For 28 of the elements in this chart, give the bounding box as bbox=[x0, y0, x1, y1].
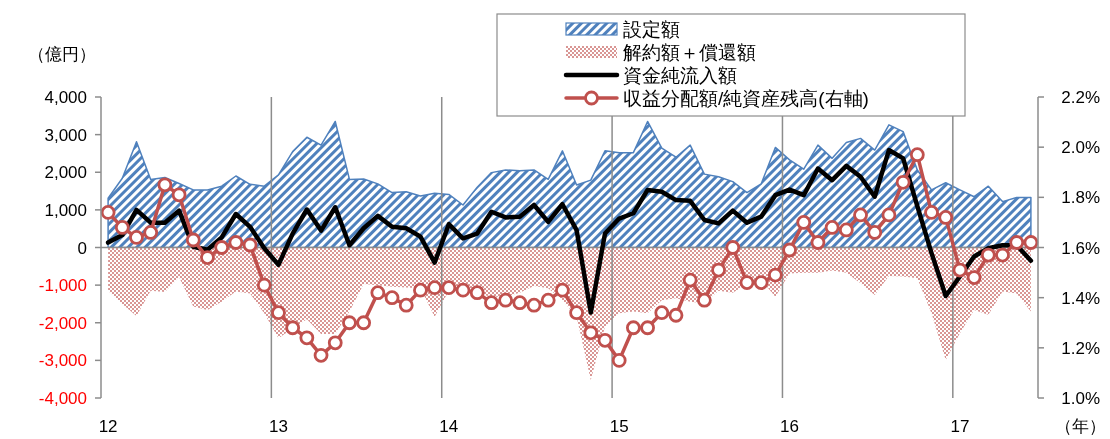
y-tick-label: 0 bbox=[77, 238, 87, 258]
y-tick-label: -3,000 bbox=[38, 351, 87, 371]
y-tick-label: 3,000 bbox=[44, 125, 87, 145]
y2-tick-label: 1.0% bbox=[1061, 389, 1100, 408]
y-tick-label: 1,000 bbox=[44, 200, 87, 220]
x-tick-label: 16 bbox=[780, 417, 800, 436]
y2-tick-label: 2.2% bbox=[1061, 88, 1100, 107]
x-axis-title: （年） bbox=[1055, 417, 1106, 436]
x-tick-label: 12 bbox=[98, 417, 118, 436]
y2-tick-label: 1.2% bbox=[1061, 338, 1100, 358]
x-tick-label: 13 bbox=[269, 417, 288, 436]
legend-label: 収益分配額/純資産残高(右軸) bbox=[623, 88, 869, 109]
y2-tick-label: 2.0% bbox=[1061, 138, 1100, 158]
legend-label: 資金純流入額 bbox=[623, 65, 737, 86]
y-tick-label: 4,000 bbox=[44, 88, 87, 107]
x-tick-label: 17 bbox=[950, 417, 970, 436]
y2-tick-label: 1.6% bbox=[1061, 238, 1100, 258]
y-tick-label: -1,000 bbox=[38, 276, 87, 296]
y2-tick-label: 1.4% bbox=[1061, 288, 1100, 308]
legend-label: 解約額＋償還額 bbox=[623, 42, 756, 63]
y-tick-label: -2,000 bbox=[38, 313, 87, 333]
y-axis-title: （億円） bbox=[28, 45, 96, 64]
y2-tick-label: 1.8% bbox=[1061, 188, 1100, 208]
legend-label: 設定額 bbox=[623, 19, 680, 40]
y-tick-label: -4,000 bbox=[38, 389, 87, 408]
y-tick-label: 2,000 bbox=[44, 163, 87, 183]
x-tick-label: 15 bbox=[609, 417, 629, 436]
x-tick-label: 14 bbox=[439, 417, 459, 436]
